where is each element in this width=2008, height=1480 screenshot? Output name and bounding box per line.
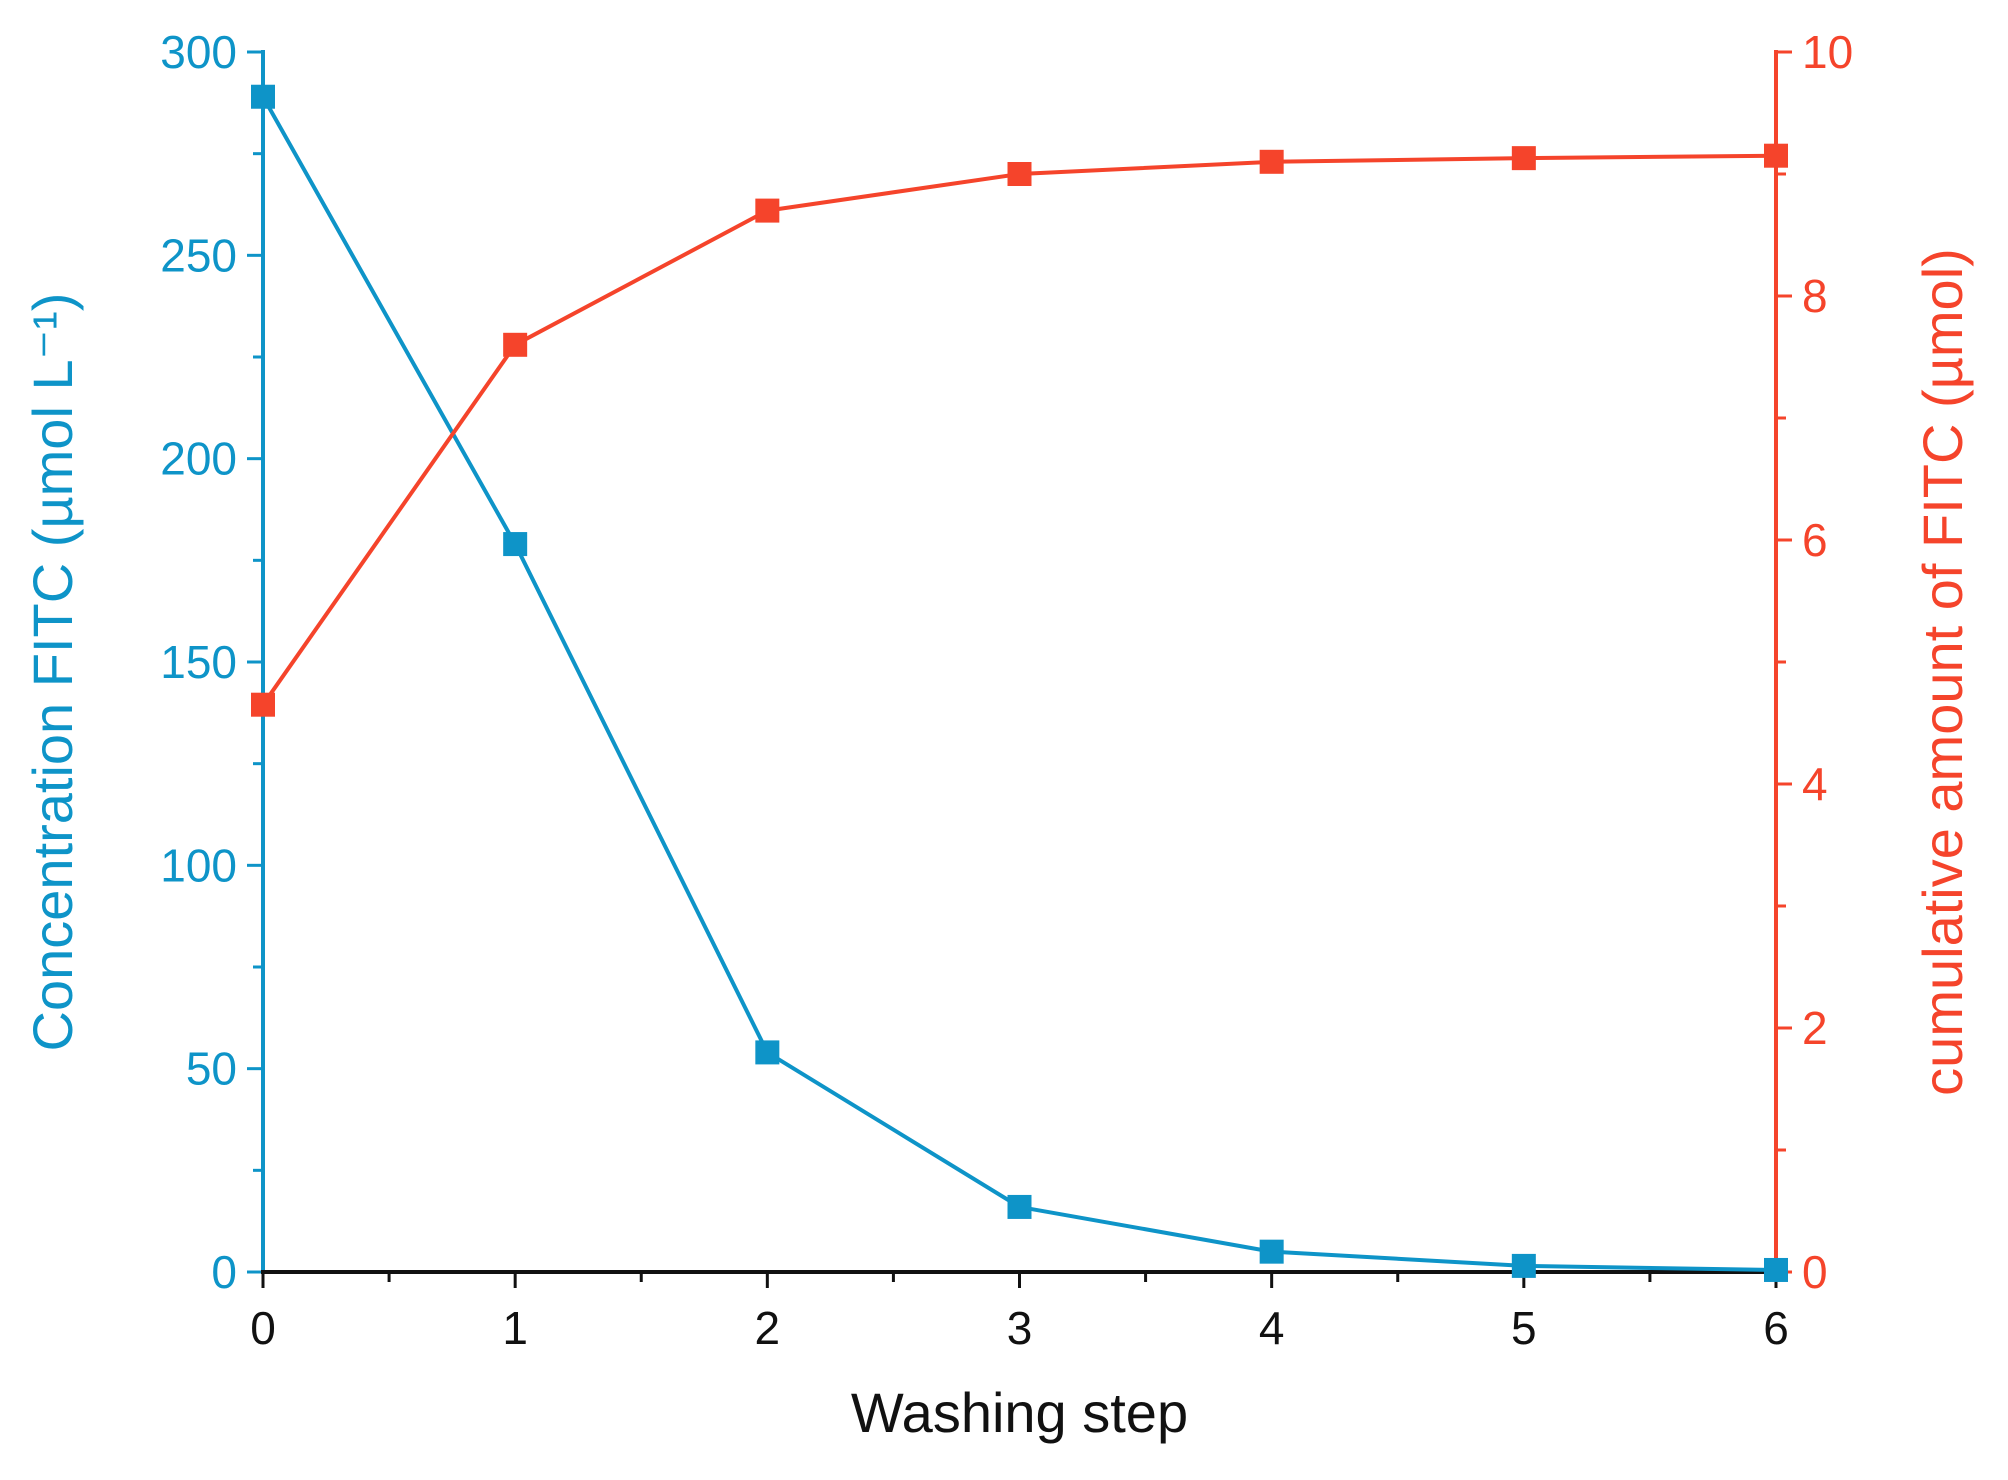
left-tick-label: 300 [160, 26, 237, 78]
data-point-left [755, 1040, 780, 1065]
right-tick-label: 0 [1802, 1246, 1828, 1298]
left-tick-label: 250 [160, 229, 237, 281]
x-tick-label: 1 [502, 1302, 528, 1354]
data-point-right [1259, 149, 1284, 174]
left-tick-label: 50 [186, 1043, 237, 1095]
right-tick-label: 10 [1802, 26, 1853, 78]
data-point-left [251, 84, 275, 109]
left-y-axis-title: Concentration FITC (µmol L⁻¹) [21, 293, 84, 1052]
data-point-left [1511, 1253, 1536, 1278]
data-point-left [1007, 1194, 1032, 1219]
data-point-right [503, 332, 528, 357]
series-group [251, 84, 1788, 1282]
data-point-right [1511, 146, 1536, 171]
left-tick-label: 100 [160, 839, 237, 891]
data-point-left [503, 532, 528, 557]
left-tick-label: 0 [211, 1246, 237, 1298]
data-point-left [1259, 1239, 1284, 1264]
right-tick-label: 2 [1802, 1002, 1828, 1054]
data-point-right [755, 198, 780, 223]
x-tick-label: 0 [250, 1302, 276, 1354]
x-tick-label: 5 [1511, 1302, 1537, 1354]
left-tick-label: 200 [160, 433, 237, 485]
right-y-axis: 0 2 4 6 8 10 [1774, 26, 1853, 1298]
x-axis: 0 1 2 3 4 5 6 [250, 1270, 1789, 1354]
left-tick-label: 150 [160, 636, 237, 688]
x-tick-label: 4 [1259, 1302, 1285, 1354]
data-point-right [251, 692, 275, 717]
right-tick-label: 4 [1802, 758, 1828, 810]
right-tick-label: 8 [1802, 270, 1828, 322]
data-point-right [1764, 143, 1788, 168]
data-point-right [1007, 162, 1032, 186]
right-tick-label: 6 [1802, 514, 1828, 566]
x-tick-label: 3 [1007, 1302, 1033, 1354]
x-tick-label: 2 [755, 1302, 781, 1354]
right-y-axis-title: cumulative amount of FITC (µmol) [1911, 248, 1974, 1096]
data-point-left [1764, 1257, 1788, 1282]
x-tick-label: 6 [1763, 1302, 1789, 1354]
left-y-axis: 0 50 100 150 200 250 300 [160, 26, 265, 1298]
series-line-left [261, 95, 1777, 1272]
x-axis-title: Washing step [851, 1381, 1188, 1444]
series-line-right [261, 153, 1777, 706]
